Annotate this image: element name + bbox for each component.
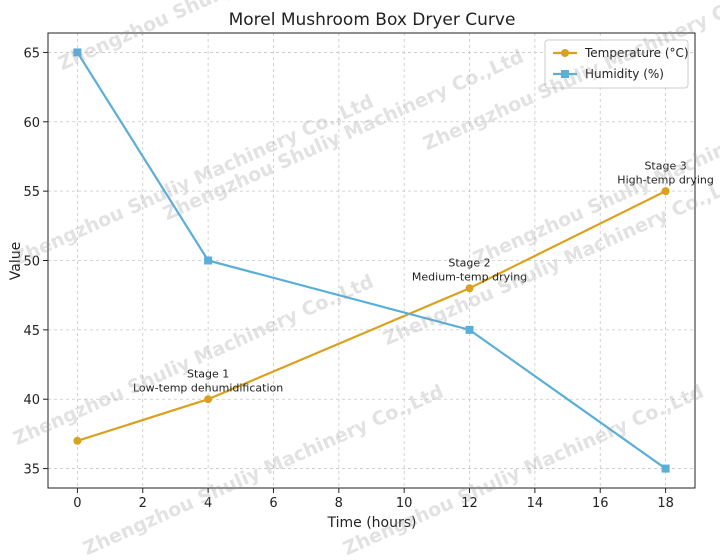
legend-box (544, 39, 689, 89)
legend-marker (561, 49, 569, 57)
plot-frame (47, 32, 696, 489)
y-tick-label: 60 (23, 116, 40, 131)
y-axis-label: Value (8, 242, 24, 280)
annotation-text: Low-temp dehumidification (133, 381, 283, 394)
data-point (73, 436, 82, 445)
data-point (204, 256, 213, 265)
legend: Temperature (°C) Humidity (%) (544, 39, 689, 89)
series-lines (73, 48, 670, 473)
x-tick-label: 18 (657, 496, 674, 511)
x-tick-label: 2 (139, 496, 147, 511)
grid-lines (48, 33, 695, 488)
series-line (77, 190, 667, 442)
data-point (204, 395, 213, 404)
x-tick-label: 14 (527, 496, 544, 511)
annotation-text: Medium-temp drying (412, 270, 527, 283)
y-tick-label: 35 (23, 463, 40, 478)
y-tick-label: 55 (23, 185, 40, 200)
series-line (76, 51, 667, 470)
x-tick-label: 16 (592, 496, 609, 511)
axes: 0 2 4 6 8 10 12 14 16 18 35 40 45 50 55 60 65 (23, 32, 696, 511)
data-point (661, 464, 670, 473)
data-point (465, 284, 474, 293)
annotation-text: Stage 2 (448, 256, 490, 269)
series-temperature (73, 187, 670, 445)
legend-entry: Humidity (%) (585, 67, 664, 81)
x-axis-label: Time (hours) (327, 515, 417, 531)
x-tick-label: 4 (204, 496, 212, 511)
x-tick-label: 12 (461, 496, 478, 511)
annotation-text: High-temp drying (617, 173, 714, 186)
y-tick-label: 45 (23, 324, 40, 339)
line-chart: Morel Mushroom Box Dryer Curve 0 2 4 6 8 10 12… (8, 10, 714, 531)
x-tick-label: 6 (269, 496, 277, 511)
legend-marker (561, 70, 569, 78)
x-tick-label: 8 (335, 496, 343, 511)
chart-title: Morel Mushroom Box Dryer Curve (229, 10, 516, 30)
y-tick-label: 40 (23, 393, 40, 408)
annotation-text: Stage 3 (644, 159, 686, 172)
legend-entry: Temperature (°C) (584, 46, 689, 60)
y-tick-label: 65 (23, 46, 40, 61)
x-tick-label: 0 (73, 496, 81, 511)
data-point (73, 48, 82, 57)
annotation-text: Stage 1 (187, 367, 229, 380)
series-humidity (73, 48, 670, 473)
data-point (465, 325, 474, 334)
x-tick-label: 10 (396, 496, 413, 511)
y-tick-label: 50 (23, 255, 40, 270)
data-point (661, 187, 670, 196)
